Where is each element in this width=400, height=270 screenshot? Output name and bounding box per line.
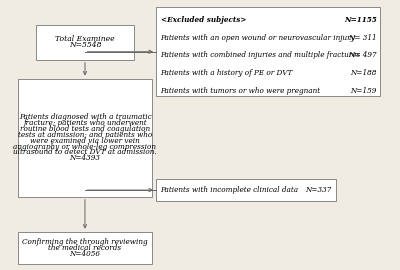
Text: Patients with tumors or who were pregnant: Patients with tumors or who were pregnan…: [160, 87, 321, 95]
Text: N=4393: N=4393: [70, 154, 100, 162]
Text: Total Examinee: Total Examinee: [55, 35, 115, 43]
FancyBboxPatch shape: [156, 179, 336, 201]
Text: Patients with an open wound or neurovascular injury: Patients with an open wound or neurovasc…: [160, 33, 355, 42]
Text: N=5548: N=5548: [69, 41, 101, 49]
Text: Patients with a history of PE or DVT: Patients with a history of PE or DVT: [160, 69, 293, 77]
FancyBboxPatch shape: [18, 79, 152, 197]
Text: <Excluded subjects>: <Excluded subjects>: [160, 16, 246, 24]
Text: Patients with combined injuries and multiple fractures: Patients with combined injuries and mult…: [160, 51, 361, 59]
Text: N= 497: N= 497: [348, 51, 377, 59]
Text: fracture; patients who underwent: fracture; patients who underwent: [23, 119, 147, 127]
Text: ultrasound to detect DVT at admission.: ultrasound to detect DVT at admission.: [13, 148, 157, 156]
Text: N=159: N=159: [350, 87, 377, 95]
Text: N= 311: N= 311: [348, 33, 377, 42]
Text: Patients with incomplete clinical data: Patients with incomplete clinical data: [160, 186, 299, 194]
Text: tests at admission; and patients who: tests at admission; and patients who: [18, 131, 152, 139]
Text: Patients diagnosed with a traumatic: Patients diagnosed with a traumatic: [19, 113, 151, 121]
Text: N=337: N=337: [305, 186, 332, 194]
Text: N=1155: N=1155: [344, 16, 377, 24]
Text: the medical records: the medical records: [48, 244, 122, 252]
Text: were examined via lower vein: were examined via lower vein: [30, 137, 140, 145]
Text: angiography or whole-leg compression: angiography or whole-leg compression: [14, 143, 156, 151]
Text: N=4056: N=4056: [70, 250, 100, 258]
FancyBboxPatch shape: [156, 7, 380, 96]
FancyBboxPatch shape: [36, 25, 134, 60]
Text: N=188: N=188: [350, 69, 377, 77]
Text: routine blood tests and coagulation: routine blood tests and coagulation: [20, 125, 150, 133]
FancyBboxPatch shape: [18, 232, 152, 264]
Text: Confirming the through reviewing: Confirming the through reviewing: [22, 238, 148, 246]
